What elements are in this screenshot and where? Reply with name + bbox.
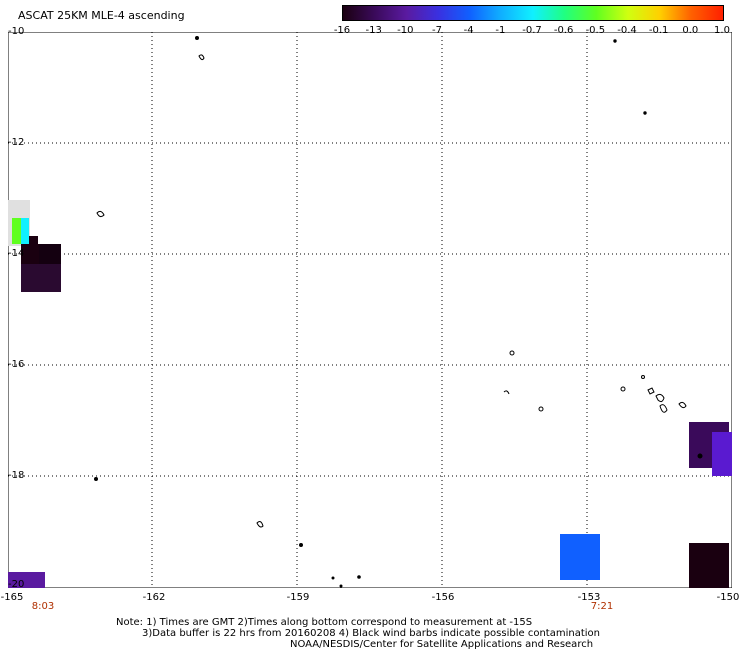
island — [620, 386, 626, 392]
colorbar-tick-label: -16 — [333, 25, 351, 36]
lat-label: -18 — [8, 470, 25, 481]
colorbar-tick-label: -4 — [463, 25, 474, 36]
data-cell — [21, 244, 39, 264]
time-label: 8:03 — [31, 601, 55, 612]
data-cell — [21, 218, 29, 244]
island — [678, 401, 687, 409]
lon-label: -153 — [577, 592, 601, 603]
island — [357, 575, 361, 579]
note-line-1: Note: 1) Times are GMT 2)Times along bot… — [116, 617, 533, 628]
colorbar-tick-label: -1 — [495, 25, 506, 36]
island — [697, 453, 703, 459]
data-cell — [689, 543, 729, 588]
colorbar-tick-label: -13 — [365, 25, 382, 36]
wind-swath-left — [8, 200, 61, 588]
note-line-3: NOAA/NESDIS/Center for Satellite Applica… — [290, 639, 594, 650]
data-cell — [12, 218, 21, 244]
island — [641, 375, 645, 379]
colorbar-tick-label: -10 — [397, 25, 414, 36]
island — [509, 350, 515, 356]
lon-label: -150 — [716, 592, 740, 603]
wind-swath-right — [560, 422, 732, 588]
colorbar-gradient — [343, 6, 723, 20]
island — [659, 404, 668, 413]
data-cell — [39, 244, 61, 264]
data-cell — [29, 236, 38, 246]
colorbar-tick-label: -7 — [432, 25, 442, 36]
map-frame — [8, 32, 732, 588]
island — [299, 543, 303, 547]
island — [94, 477, 98, 481]
map-plot — [8, 32, 732, 588]
island — [256, 521, 264, 528]
colorbar-tick-label: 1.0 — [714, 25, 730, 36]
island — [331, 576, 335, 580]
data-cell — [712, 432, 732, 476]
lat-label: -10 — [8, 26, 25, 37]
colorbar-tick-label: -0.1 — [648, 25, 669, 36]
data-cell — [560, 534, 600, 580]
grid-lines — [8, 32, 732, 588]
island — [538, 406, 544, 412]
lat-label: -20 — [8, 579, 25, 590]
colorbar — [342, 5, 724, 21]
map-title: ASCAT 25KM MLE-4 ascending — [18, 9, 185, 22]
lat-label: -12 — [8, 137, 25, 148]
lat-label: -16 — [8, 359, 25, 370]
data-cell — [8, 572, 45, 588]
island — [195, 36, 199, 40]
colorbar-tick-label: 0.0 — [682, 25, 699, 36]
note-line-2: 3)Data buffer is 22 hrs from 20160208 4)… — [142, 628, 600, 639]
lat-label: -14 — [8, 248, 25, 259]
colorbar-tick-label: -0.6 — [553, 25, 574, 36]
lon-label: -159 — [286, 592, 310, 603]
island — [198, 54, 205, 61]
colorbar-tick-label: -0.4 — [617, 25, 637, 36]
time-label: 7:21 — [590, 601, 614, 612]
island-outlines — [94, 36, 703, 588]
lon-label: -156 — [431, 592, 455, 603]
colorbar-tick-label: -0.5 — [585, 25, 606, 36]
island — [503, 390, 510, 395]
island — [96, 210, 105, 218]
lon-label: -165 — [0, 592, 24, 603]
island — [643, 111, 647, 115]
colorbar-tick-label: -0.7 — [522, 25, 542, 36]
island — [647, 387, 655, 395]
lon-label: -162 — [142, 592, 166, 603]
colorbar-labels: -16 -13 -10 -7 -4 -1 -0.7 -0.6 -0.5 -0.4 -0.1 0.0 1.… — [332, 25, 732, 37]
island — [339, 584, 343, 588]
island — [613, 39, 617, 43]
island — [655, 393, 665, 403]
